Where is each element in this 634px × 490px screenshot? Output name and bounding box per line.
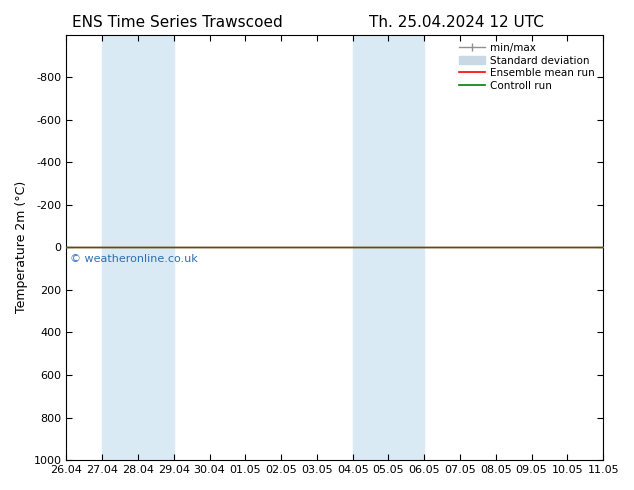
Bar bbox=[102, 35, 174, 460]
Text: Th. 25.04.2024 12 UTC: Th. 25.04.2024 12 UTC bbox=[369, 15, 544, 30]
Y-axis label: Temperature 2m (°C): Temperature 2m (°C) bbox=[15, 181, 28, 314]
Text: ENS Time Series Trawscoed: ENS Time Series Trawscoed bbox=[72, 15, 283, 30]
Legend: min/max, Standard deviation, Ensemble mean run, Controll run: min/max, Standard deviation, Ensemble me… bbox=[456, 40, 598, 94]
Text: © weatheronline.co.uk: © weatheronline.co.uk bbox=[70, 254, 198, 264]
Bar bbox=[603, 35, 634, 460]
Bar bbox=[353, 35, 424, 460]
